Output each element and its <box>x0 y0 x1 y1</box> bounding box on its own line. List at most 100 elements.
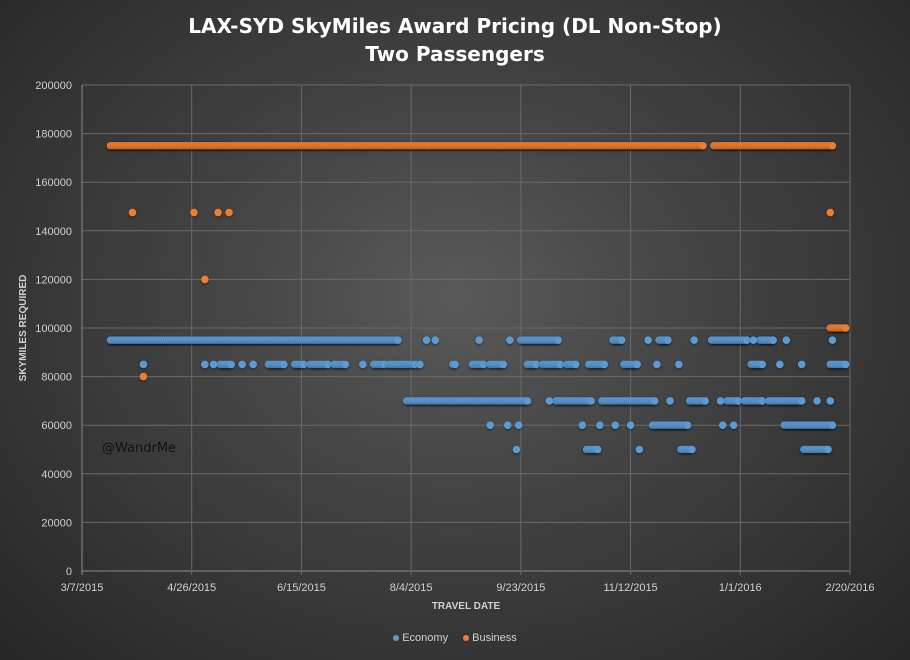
chart-title: LAX-SYD SkyMiles Award Pricing (DL Non-S… <box>188 14 722 38</box>
data-point-economy <box>688 445 696 454</box>
data-point-economy <box>593 445 602 454</box>
data-point-economy <box>139 360 148 369</box>
data-point-economy <box>664 336 672 344</box>
data-point-economy <box>249 360 257 369</box>
data-point-business <box>201 275 209 284</box>
data-point-economy <box>769 336 777 344</box>
chart-title-block: LAX-SYD SkyMiles Award Pricing (DL Non-S… <box>0 12 910 68</box>
data-point-economy <box>828 336 837 344</box>
data-point-economy <box>690 336 699 344</box>
data-point-economy <box>587 397 595 405</box>
data-point-economy <box>813 397 821 405</box>
data-point-business <box>826 208 835 217</box>
data-point-economy <box>556 360 565 369</box>
data-point-economy <box>718 421 727 430</box>
legend-item-business[interactable]: Business <box>463 632 517 644</box>
data-point-economy <box>422 336 431 344</box>
data-point-economy <box>514 421 523 430</box>
y-tick-label: 200000 <box>35 80 72 92</box>
y-axis-ticks: 0 20000 40000 60000 80000 100000 120000 140000 1… <box>35 80 72 578</box>
data-point-economy <box>635 445 644 454</box>
data-point-economy <box>797 360 806 369</box>
data-point-economy <box>545 397 554 405</box>
data-point-economy <box>512 445 521 454</box>
y-tick-label: 100000 <box>35 323 72 335</box>
data-point-business <box>841 324 850 332</box>
data-point-economy <box>227 360 236 369</box>
y-tick-label: 20000 <box>41 517 72 529</box>
data-point-economy <box>479 360 488 369</box>
data-point-economy <box>666 397 674 405</box>
data-point-economy <box>451 360 459 369</box>
data-point-economy <box>475 336 483 344</box>
data-point-economy <box>653 360 661 369</box>
data-point-economy <box>394 336 402 344</box>
data-point-economy <box>841 360 850 369</box>
data-point-economy <box>716 397 725 405</box>
data-point-economy <box>775 360 784 369</box>
data-point-economy <box>828 421 837 430</box>
data-point-economy <box>578 421 587 430</box>
chart-subtitle: Two Passengers <box>365 42 545 66</box>
data-point-economy <box>238 360 246 369</box>
data-point-economy <box>554 336 562 344</box>
data-point-business <box>214 208 222 217</box>
data-point-economy <box>617 336 626 344</box>
data-point-economy <box>626 421 635 430</box>
y-axis-title: SKYMILES REQUIRED <box>18 275 29 382</box>
data-point-economy <box>734 397 742 405</box>
y-tick-label: 0 <box>66 566 72 578</box>
legend-marker-economy <box>393 635 400 642</box>
data-point-economy <box>749 336 758 344</box>
data-point-economy <box>323 360 332 369</box>
data-point-economy <box>201 360 209 369</box>
data-point-economy <box>506 336 514 344</box>
x-tick-label: 9/23/2015 <box>496 582 545 594</box>
data-point-economy <box>299 360 308 369</box>
legend-item-economy[interactable]: Economy <box>393 632 451 644</box>
x-tick-label: 2/20/2016 <box>826 582 875 594</box>
watermark: @WandrMe <box>102 441 177 456</box>
data-point-economy <box>611 421 620 430</box>
data-point-economy <box>503 421 512 430</box>
legend: Economy Business <box>0 632 910 644</box>
x-axis-ticks: 3/7/2015 4/26/2015 6/15/2015 8/4/2015 9/23/2… <box>61 582 875 594</box>
y-tick-label: 180000 <box>35 129 72 141</box>
x-tick-label: 6/15/2015 <box>277 582 326 594</box>
series-business <box>106 141 850 381</box>
data-point-economy <box>826 397 835 405</box>
data-points <box>106 141 850 454</box>
data-point-business <box>128 208 137 217</box>
x-tick-label: 11/12/2015 <box>603 582 657 594</box>
y-tick-label: 160000 <box>35 177 72 189</box>
data-point-economy <box>596 421 604 430</box>
data-point-economy <box>797 397 806 405</box>
data-point-economy <box>532 360 541 369</box>
series-economy <box>106 336 850 454</box>
y-tick-label: 80000 <box>41 372 72 384</box>
x-tick-label: 3/7/2015 <box>61 582 104 594</box>
data-point-economy <box>280 360 288 369</box>
data-point-economy <box>600 360 609 369</box>
y-tick-label: 60000 <box>41 420 72 432</box>
data-point-economy <box>683 421 692 430</box>
data-point-economy <box>499 360 508 369</box>
y-tick-label: 140000 <box>35 226 72 238</box>
data-point-economy <box>701 397 709 405</box>
x-tick-label: 1/1/2016 <box>719 582 762 594</box>
data-point-economy <box>824 445 832 454</box>
data-point-economy <box>486 421 494 430</box>
data-point-business <box>699 141 707 150</box>
x-axis-title: TRAVEL DATE <box>432 601 501 612</box>
data-point-economy <box>644 336 652 344</box>
data-point-economy <box>341 360 350 369</box>
data-point-economy <box>359 360 367 369</box>
data-point-business <box>190 208 198 217</box>
data-point-economy <box>758 360 767 369</box>
legend-marker-business <box>463 635 470 642</box>
data-point-economy <box>633 360 641 369</box>
x-tick-label: 8/4/2015 <box>390 582 433 594</box>
data-point-economy <box>416 360 424 369</box>
data-point-economy <box>782 336 791 344</box>
